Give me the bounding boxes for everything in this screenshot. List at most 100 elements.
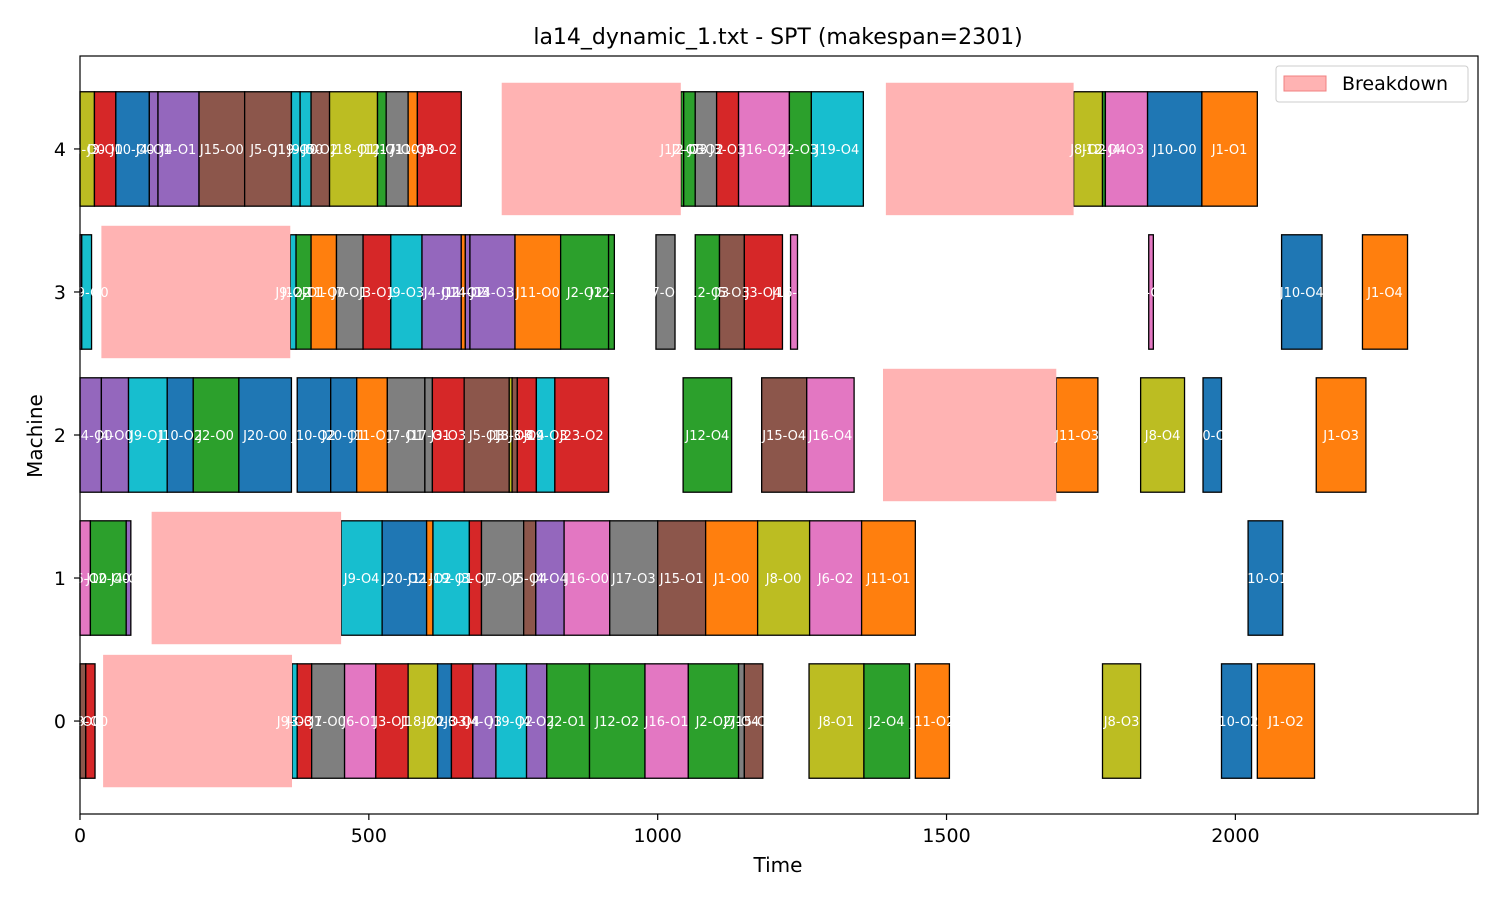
operation-label: J10-O2 [157, 429, 202, 444]
operation-bar [1072, 91, 1104, 207]
operation-label: J20-O2 [381, 572, 426, 587]
operation-bar [1247, 520, 1284, 636]
operation-bar [1146, 91, 1203, 207]
x-tick-label: 2000 [1211, 825, 1259, 847]
operation-label: J17-O1 [406, 429, 451, 444]
operation-label: J9-O1 [129, 429, 166, 444]
breakdown-bar [101, 225, 291, 359]
operation-bar [89, 520, 127, 636]
operation-label: J8-O4 [1144, 429, 1181, 444]
y-tick-label: 4 [54, 139, 66, 161]
operation-label: J16-O3 [771, 286, 816, 301]
operation-label: J12-O2 [594, 715, 639, 730]
operation-label: J3-O3 [709, 143, 746, 158]
operation-bar [914, 663, 951, 779]
operation-bar [808, 663, 865, 779]
operation-label: J19-O4 [814, 143, 859, 158]
operation-label: J8-O2 [1069, 143, 1106, 158]
operation-bar [495, 663, 528, 779]
operation-bar [469, 234, 516, 350]
operation-label: J10-O2 [1214, 715, 1259, 730]
operation-label: J4-O4 [1132, 286, 1169, 301]
legend-box [1275, 65, 1469, 103]
operation-bar [335, 234, 364, 350]
operation-label: J3-O4 [443, 715, 480, 730]
operation-label: J7-O2 [687, 143, 724, 158]
breakdown-bar [882, 368, 1057, 502]
operation-label: J23-O2 [559, 429, 604, 444]
operation-label: J3-O0 [86, 143, 123, 158]
operation-label: J11-O2 [440, 286, 485, 301]
operation-label: J3-O3 [429, 429, 466, 444]
operation-bar [330, 377, 358, 493]
operation-label: J12-O2 [589, 286, 634, 301]
operation-label: J7-O1 [387, 429, 424, 444]
y-tick-label: 0 [54, 711, 66, 733]
operation-label: J1-O4 [1366, 286, 1403, 301]
operation-label: J4-O1 [160, 143, 197, 158]
x-tick-label: 1500 [922, 825, 970, 847]
operation-label: J3-O1 [373, 715, 410, 730]
operation-label: J12-O3 [684, 286, 729, 301]
operation-label: J1-O3 [1322, 429, 1359, 444]
operation-bar [243, 91, 293, 207]
operation-bar [1148, 234, 1154, 350]
operation-label: J5-O3 [713, 286, 750, 301]
operation-label: J16-O0 [564, 572, 609, 587]
breakdown-bar [501, 82, 681, 216]
operation-label: J8-O3 [1103, 715, 1140, 730]
operation-label: J2-O4 [868, 715, 905, 730]
operation-bar [198, 91, 246, 207]
operation-label: J7-O3 [647, 286, 684, 301]
operation-label: J11-O0 [390, 143, 435, 158]
operation-bar [806, 377, 855, 493]
operation-label: J7-O4 [723, 715, 760, 730]
operation-bar [421, 234, 462, 350]
operation-bar [343, 663, 377, 779]
operation-label: J16-O4 [807, 429, 852, 444]
operation-bar [655, 234, 676, 350]
operation-label: J12-O1 [359, 143, 404, 158]
operation-bar [310, 234, 338, 350]
operation-label: J20-O0 [242, 429, 287, 444]
y-axis-label: Machine [23, 394, 47, 478]
operation-label: J4-O2 [423, 286, 460, 301]
operation-label: J3-O1 [286, 715, 323, 730]
operation-bar [789, 234, 799, 350]
operation-label: J7-O1 [331, 286, 368, 301]
operation-label: J12-O4 [684, 429, 729, 444]
operation-label: J11-O3 [1054, 429, 1099, 444]
operation-bar [166, 377, 194, 493]
operation-bar [737, 91, 791, 207]
legend-label-breakdown: Breakdown [1342, 73, 1448, 95]
chart-title: la14_dynamic_1.txt - SPT (makespan=2301) [533, 25, 1022, 50]
operation-bar [238, 377, 293, 493]
operation-label: J10-O1 [1242, 572, 1287, 587]
operation-label: J18-O2 [400, 715, 445, 730]
operation-bar [340, 520, 383, 636]
operation-label: J4-O3 [466, 715, 503, 730]
operation-label: J19-O2 [488, 715, 533, 730]
operation-label: J11-O0 [301, 286, 346, 301]
operation-label: J18-O3 [488, 429, 533, 444]
operation-label: J7-O2 [484, 572, 521, 587]
operation-bar [554, 377, 610, 493]
operation-bar [157, 91, 200, 207]
operation-label: J9-O3 [388, 286, 425, 301]
operation-label: J4-O3 [1108, 143, 1145, 158]
operation-bar [1256, 663, 1316, 779]
operation-bar [81, 234, 93, 350]
operation-label: J3-O1 [358, 286, 395, 301]
operation-label: J16-O2 [741, 143, 786, 158]
operation-label: J4-O0 [96, 429, 133, 444]
operation-label: J10-O3 [1189, 429, 1234, 444]
operation-bar [1055, 377, 1099, 493]
operation-label: J5-O4 [511, 572, 548, 587]
operation-label: J4-O0 [110, 572, 147, 587]
operation-label: J11-O2 [909, 715, 954, 730]
breakdown-bar [151, 511, 342, 645]
operation-label: J14-O0 [68, 429, 113, 444]
operation-bar [432, 520, 471, 636]
operation-label: J18-O1 [331, 143, 376, 158]
operation-bar [546, 663, 591, 779]
